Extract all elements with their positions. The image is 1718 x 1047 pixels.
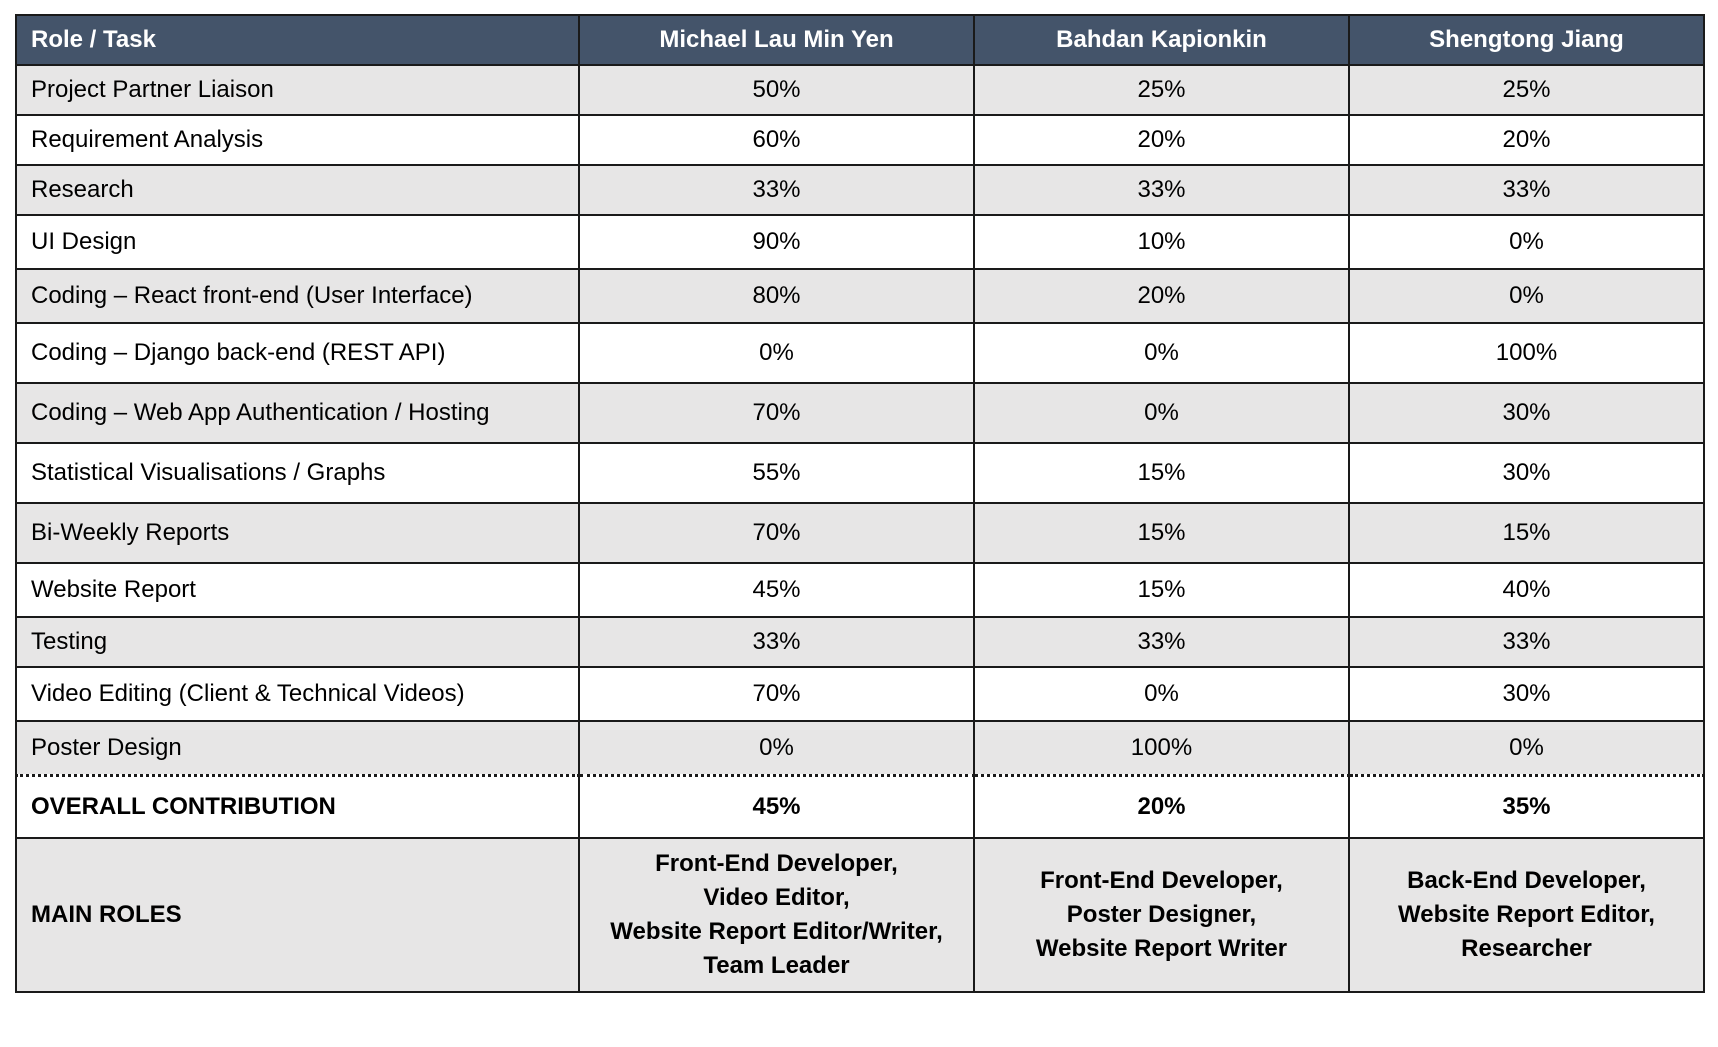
- role-line: Back-End Developer,: [1407, 867, 1646, 894]
- percent-cell: 100%: [1348, 322, 1705, 384]
- percent-cell: 0%: [578, 720, 975, 777]
- percent-cell: 100%: [973, 720, 1350, 777]
- table-row: Video Editing (Client & Technical Videos…: [15, 666, 1705, 722]
- percent-cell: 55%: [578, 442, 975, 504]
- role-line: Website Report Writer: [1035, 935, 1288, 962]
- percent-cell: 33%: [973, 616, 1350, 668]
- header-member-2: Bahdan Kapionkin: [973, 14, 1350, 66]
- percent-cell: 30%: [1348, 666, 1705, 722]
- percent-cell: 33%: [578, 164, 975, 216]
- percent-cell: 15%: [973, 502, 1350, 564]
- task-cell: Statistical Visualisations / Graphs: [15, 442, 580, 504]
- overall-label: OVERALL CONTRIBUTION: [15, 774, 580, 839]
- role-line: Team Leader: [703, 952, 850, 979]
- role-line: Website Report Editor/Writer,: [610, 918, 943, 945]
- task-cell: Testing: [15, 616, 580, 668]
- header-role-task: Role / Task: [15, 14, 580, 66]
- role-line: Researcher: [1461, 935, 1592, 962]
- task-cell: Project Partner Liaison: [15, 64, 580, 116]
- percent-cell: 70%: [578, 382, 975, 444]
- table-row: Research 33% 33% 33%: [15, 164, 1705, 216]
- header-row: Role / Task Michael Lau Min Yen Bahdan K…: [15, 14, 1705, 66]
- overall-value: 35%: [1348, 774, 1705, 839]
- task-cell: Coding – Web App Authentication / Hostin…: [15, 382, 580, 444]
- percent-cell: 25%: [973, 64, 1350, 116]
- percent-cell: 15%: [973, 562, 1350, 618]
- percent-cell: 60%: [578, 114, 975, 166]
- percent-cell: 20%: [973, 268, 1350, 324]
- percent-cell: 20%: [973, 114, 1350, 166]
- percent-cell: 30%: [1348, 442, 1705, 504]
- main-roles-row: MAIN ROLES Front-End Developer, Video Ed…: [15, 837, 1705, 993]
- role-line: Poster Designer,: [1066, 901, 1257, 928]
- percent-cell: 25%: [1348, 64, 1705, 116]
- member-roles-cell: Front-End Developer, Poster Designer, We…: [973, 837, 1350, 993]
- task-cell: Bi-Weekly Reports: [15, 502, 580, 564]
- task-cell: Video Editing (Client & Technical Videos…: [15, 666, 580, 722]
- member-roles-cell: Front-End Developer, Video Editor, Websi…: [578, 837, 975, 993]
- role-line: Website Report Editor,: [1398, 901, 1655, 928]
- percent-cell: 20%: [1348, 114, 1705, 166]
- percent-cell: 70%: [578, 666, 975, 722]
- table-row: Coding – Django back-end (REST API) 0% 0…: [15, 322, 1705, 384]
- percent-cell: 40%: [1348, 562, 1705, 618]
- table-row: Statistical Visualisations / Graphs 55% …: [15, 442, 1705, 504]
- task-cell: Coding – React front-end (User Interface…: [15, 268, 580, 324]
- table-row: Coding – Web App Authentication / Hostin…: [15, 382, 1705, 444]
- table-row: Coding – React front-end (User Interface…: [15, 268, 1705, 324]
- percent-cell: 45%: [578, 562, 975, 618]
- percent-cell: 0%: [973, 382, 1350, 444]
- percent-cell: 0%: [578, 322, 975, 384]
- task-cell: Research: [15, 164, 580, 216]
- overall-value: 45%: [578, 774, 975, 839]
- percent-cell: 30%: [1348, 382, 1705, 444]
- role-line: Front-End Developer,: [655, 850, 898, 877]
- percent-cell: 33%: [973, 164, 1350, 216]
- percent-cell: 0%: [973, 666, 1350, 722]
- task-cell: Requirement Analysis: [15, 114, 580, 166]
- percent-cell: 33%: [1348, 616, 1705, 668]
- contribution-table: Role / Task Michael Lau Min Yen Bahdan K…: [15, 14, 1705, 993]
- task-cell: Poster Design: [15, 720, 580, 777]
- percent-cell: 0%: [1348, 720, 1705, 777]
- table-row: Requirement Analysis 60% 20% 20%: [15, 114, 1705, 166]
- percent-cell: 90%: [578, 214, 975, 270]
- role-line: Front-End Developer,: [1040, 867, 1283, 894]
- percent-cell: 15%: [973, 442, 1350, 504]
- percent-cell: 80%: [578, 268, 975, 324]
- task-cell: Coding – Django back-end (REST API): [15, 322, 580, 384]
- percent-cell: 10%: [973, 214, 1350, 270]
- header-member-3: Shengtong Jiang: [1348, 14, 1705, 66]
- task-cell: UI Design: [15, 214, 580, 270]
- percent-cell: 0%: [973, 322, 1350, 384]
- overall-contribution-row: OVERALL CONTRIBUTION 45% 20% 35%: [15, 774, 1705, 839]
- percent-cell: 0%: [1348, 214, 1705, 270]
- main-roles-label: MAIN ROLES: [15, 837, 580, 993]
- table-row: Website Report 45% 15% 40%: [15, 562, 1705, 618]
- percent-cell: 0%: [1348, 268, 1705, 324]
- role-line: Video Editor,: [703, 884, 850, 911]
- member-roles-cell: Back-End Developer, Website Report Edito…: [1348, 837, 1705, 993]
- percent-cell: 15%: [1348, 502, 1705, 564]
- task-cell: Website Report: [15, 562, 580, 618]
- overall-value: 20%: [973, 774, 1350, 839]
- table-row: UI Design 90% 10% 0%: [15, 214, 1705, 270]
- table-row: Bi-Weekly Reports 70% 15% 15%: [15, 502, 1705, 564]
- table-row: Poster Design 0% 100% 0%: [15, 720, 1705, 777]
- table-row: Project Partner Liaison 50% 25% 25%: [15, 64, 1705, 116]
- percent-cell: 50%: [578, 64, 975, 116]
- table-row: Testing 33% 33% 33%: [15, 616, 1705, 668]
- header-member-1: Michael Lau Min Yen: [578, 14, 975, 66]
- percent-cell: 33%: [578, 616, 975, 668]
- percent-cell: 33%: [1348, 164, 1705, 216]
- percent-cell: 70%: [578, 502, 975, 564]
